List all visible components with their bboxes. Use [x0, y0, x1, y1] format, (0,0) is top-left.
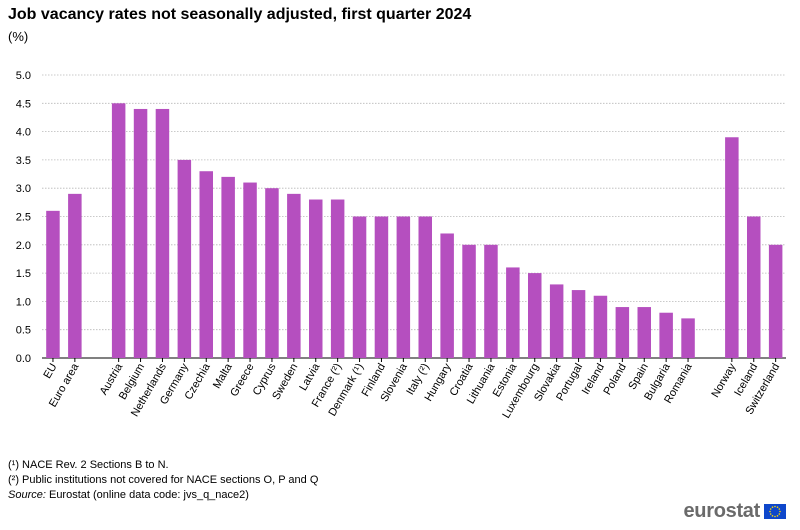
source-text: Eurostat (online data code: jvs_q_nace2): [45, 489, 249, 501]
y-tick-label: 1.0: [16, 296, 31, 308]
y-tick-label: 5.0: [16, 70, 31, 82]
bar: [177, 159, 192, 358]
bar: [287, 193, 301, 358]
y-tick-label: 0.0: [16, 353, 31, 365]
footnotes: (¹) NACE Rev. 2 Sections B to N. (²) Pub…: [8, 458, 318, 503]
bar: [374, 216, 389, 358]
bar: [68, 193, 82, 358]
bar: [637, 307, 651, 358]
flag-star: [779, 510, 781, 513]
y-tick-label: 4.0: [16, 127, 31, 139]
bar: [199, 171, 213, 358]
eurostat-logo: eurostat: [683, 500, 786, 523]
flag-star: [778, 513, 781, 515]
flag-star: [774, 505, 776, 508]
flag-star: [771, 515, 774, 517]
bar: [440, 233, 454, 358]
footnote-2: (²) Public institutions not covered for …: [8, 474, 319, 486]
y-tick-label: 2.0: [16, 240, 31, 252]
chart-title: Job vacancy rates not seasonally adjuste…: [8, 6, 472, 23]
bar: [111, 103, 126, 358]
bar: [615, 307, 630, 358]
x-tick-label: EU: [42, 361, 60, 380]
bar: [506, 267, 520, 358]
bar: [571, 290, 586, 358]
bar: [462, 244, 476, 358]
bar: [528, 273, 542, 358]
bar: [681, 318, 695, 358]
y-tick-label: 2.5: [16, 212, 31, 224]
bar: [484, 244, 498, 358]
source-line: Source: Eurostat (online data code: jvs_…: [8, 488, 318, 503]
bar: [221, 176, 235, 358]
bar: [768, 244, 783, 358]
bar: [243, 182, 257, 358]
logo-text: eurostat: [683, 500, 760, 522]
y-tick-label: 4.5: [16, 98, 31, 110]
bar: [747, 216, 761, 358]
bar: [593, 295, 608, 358]
bar: [46, 210, 60, 358]
bar: [549, 284, 564, 358]
footnote-1: (¹) NACE Rev. 2 Sections B to N.: [8, 459, 169, 471]
bar: [418, 216, 432, 358]
flag-star: [769, 513, 772, 515]
flag-star: [776, 506, 779, 508]
bar: [309, 199, 323, 358]
bar: [725, 137, 739, 358]
flag-star: [769, 510, 771, 513]
bar: [133, 108, 148, 359]
flag-star: [778, 508, 781, 510]
y-tick-label: 1.5: [16, 268, 31, 280]
chart-subtitle: (%): [8, 29, 29, 44]
y-tick-label: 3.0: [16, 183, 31, 195]
eu-flag-icon: [764, 504, 786, 519]
bar: [352, 216, 367, 358]
flag-star: [776, 515, 779, 517]
bar: [155, 108, 170, 359]
flag-star: [771, 506, 774, 508]
source-label: Source:: [8, 489, 46, 501]
bar: [396, 216, 411, 358]
y-tick-label: 0.5: [16, 325, 31, 337]
bar: [659, 312, 673, 358]
y-tick-label: 3.5: [16, 155, 31, 167]
flag-star: [769, 508, 772, 510]
flag-star: [774, 515, 776, 518]
bar: [265, 188, 279, 358]
bar: [330, 199, 345, 358]
bar-chart: 0.00.51.01.52.02.53.03.54.04.55.0EUEuro …: [16, 70, 786, 420]
